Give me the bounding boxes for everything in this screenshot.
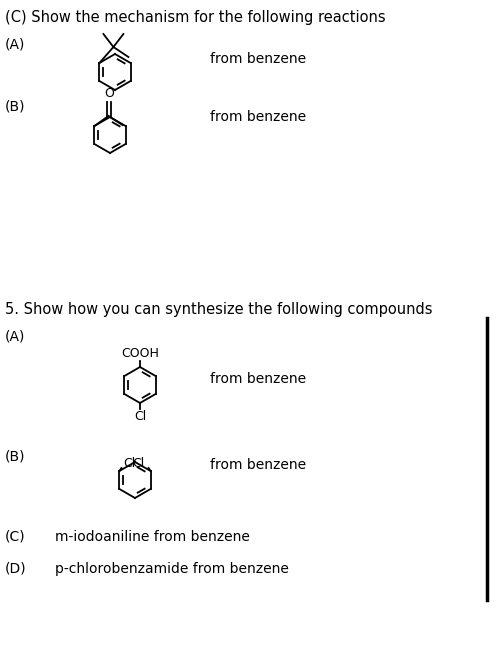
Text: O: O [104,87,114,100]
Text: p-chlorobenzamide from benzene: p-chlorobenzamide from benzene [55,562,289,576]
Text: from benzene: from benzene [210,110,306,124]
Text: (B): (B) [5,100,25,114]
Text: (A): (A) [5,38,25,52]
Text: from benzene: from benzene [210,52,306,66]
Text: Cl: Cl [133,457,145,470]
Text: from benzene: from benzene [210,372,306,386]
Text: from benzene: from benzene [210,458,306,472]
Text: Cl: Cl [123,457,136,470]
Text: (C): (C) [5,530,26,544]
Text: 5. Show how you can synthesize the following compounds: 5. Show how you can synthesize the follo… [5,302,432,317]
Text: (A): (A) [5,330,25,344]
Text: Cl: Cl [134,410,146,423]
Text: (B): (B) [5,450,25,464]
Text: (D): (D) [5,562,27,576]
Text: m-iodoaniline from benzene: m-iodoaniline from benzene [55,530,250,544]
Text: COOH: COOH [121,347,159,360]
Text: (C) Show the mechanism for the following reactions: (C) Show the mechanism for the following… [5,10,386,25]
